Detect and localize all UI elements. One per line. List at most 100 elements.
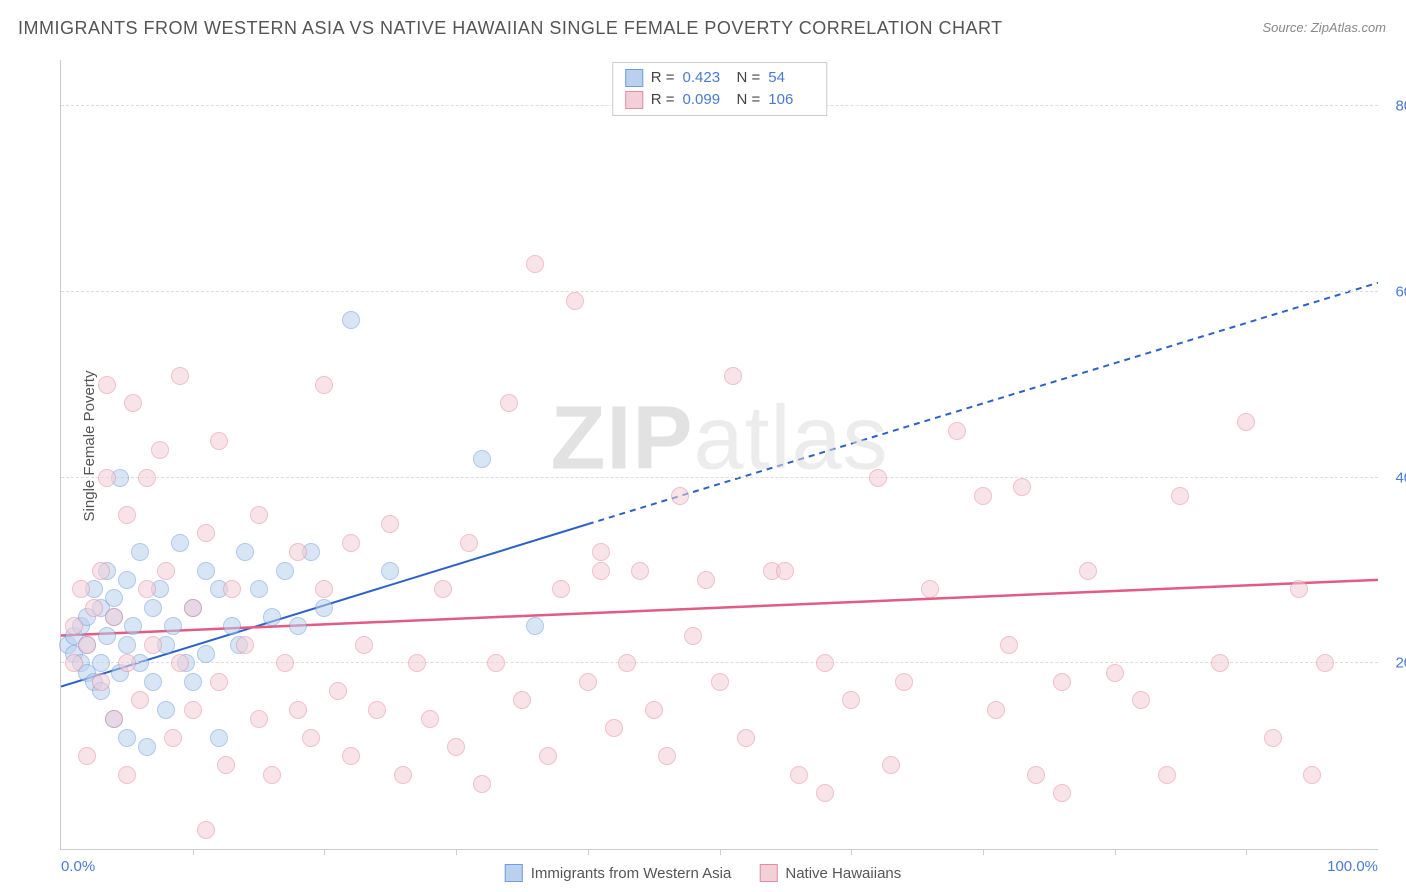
series-b-point bbox=[1053, 673, 1071, 691]
series-b-point bbox=[315, 580, 333, 598]
chart-title: IMMIGRANTS FROM WESTERN ASIA VS NATIVE H… bbox=[18, 18, 1003, 39]
x-tick-mark bbox=[983, 849, 984, 855]
series-b-point bbox=[1158, 766, 1176, 784]
series-b-point bbox=[645, 701, 663, 719]
series-b-point bbox=[78, 636, 96, 654]
series-b-point bbox=[197, 524, 215, 542]
series-b-point bbox=[85, 599, 103, 617]
series-a-point bbox=[210, 729, 228, 747]
series-a-point bbox=[118, 571, 136, 589]
swatch-series-a bbox=[625, 69, 643, 87]
series-b-point bbox=[552, 580, 570, 598]
series-b-point bbox=[78, 747, 96, 765]
series-b-point bbox=[289, 543, 307, 561]
series-b-point bbox=[342, 747, 360, 765]
x-tick-mark bbox=[324, 849, 325, 855]
series-b-point bbox=[1171, 487, 1189, 505]
series-a-point bbox=[138, 738, 156, 756]
series-a-point bbox=[197, 562, 215, 580]
series-a-point bbox=[105, 589, 123, 607]
chart-plot-area: ZIPatlas R = 0.423 N = 54 R = 0.099 N = … bbox=[60, 60, 1378, 850]
series-b-point bbox=[1027, 766, 1045, 784]
series-a-point bbox=[118, 729, 136, 747]
r-value-a: 0.423 bbox=[683, 67, 729, 89]
n-value-a: 54 bbox=[768, 67, 814, 89]
series-b-point bbox=[421, 710, 439, 728]
series-a-point bbox=[164, 617, 182, 635]
series-b-point bbox=[250, 710, 268, 728]
series-b-point bbox=[302, 729, 320, 747]
series-b-point bbox=[842, 691, 860, 709]
stats-row-a: R = 0.423 N = 54 bbox=[625, 67, 815, 89]
series-b-point bbox=[157, 562, 175, 580]
series-b-point bbox=[65, 654, 83, 672]
series-b-point bbox=[526, 255, 544, 273]
series-b-point bbox=[816, 654, 834, 672]
series-b-point bbox=[658, 747, 676, 765]
series-a-point bbox=[223, 617, 241, 635]
watermark-bold: ZIP bbox=[550, 388, 693, 488]
series-b-point bbox=[408, 654, 426, 672]
series-b-point bbox=[473, 775, 491, 793]
series-b-point bbox=[144, 636, 162, 654]
gridline-h bbox=[61, 477, 1378, 478]
series-b-point bbox=[1303, 766, 1321, 784]
series-a-point bbox=[197, 645, 215, 663]
x-tick-mark bbox=[1246, 849, 1247, 855]
series-b-point bbox=[987, 701, 1005, 719]
series-b-point bbox=[236, 636, 254, 654]
series-b-point bbox=[631, 562, 649, 580]
series-b-point bbox=[697, 571, 715, 589]
series-b-point bbox=[605, 719, 623, 737]
trend-lines bbox=[61, 60, 1378, 849]
series-a-point bbox=[144, 599, 162, 617]
series-b-point bbox=[948, 422, 966, 440]
x-tick-mark bbox=[193, 849, 194, 855]
series-b-point bbox=[72, 580, 90, 598]
series-b-point bbox=[65, 617, 83, 635]
stats-row-b: R = 0.099 N = 106 bbox=[625, 89, 815, 111]
r-label: R = bbox=[651, 89, 675, 111]
series-b-point bbox=[131, 691, 149, 709]
series-b-point bbox=[92, 562, 110, 580]
series-b-point bbox=[1237, 413, 1255, 431]
series-a-point bbox=[98, 627, 116, 645]
x-tick-mark bbox=[1115, 849, 1116, 855]
gridline-h bbox=[61, 662, 1378, 663]
series-b-point bbox=[138, 469, 156, 487]
swatch-series-b bbox=[625, 91, 643, 109]
series-b-point bbox=[592, 562, 610, 580]
r-label: R = bbox=[651, 67, 675, 89]
series-b-point bbox=[684, 627, 702, 645]
series-a-point bbox=[473, 450, 491, 468]
watermark: ZIPatlas bbox=[550, 387, 888, 490]
series-b-point bbox=[1053, 784, 1071, 802]
series-b-point bbox=[921, 580, 939, 598]
series-a-point bbox=[118, 636, 136, 654]
series-a-point bbox=[315, 599, 333, 617]
series-b-point bbox=[500, 394, 518, 412]
series-b-point bbox=[381, 515, 399, 533]
series-b-point bbox=[98, 469, 116, 487]
series-b-point bbox=[118, 654, 136, 672]
series-a-point bbox=[131, 543, 149, 561]
series-b-point bbox=[1000, 636, 1018, 654]
swatch-series-b bbox=[759, 864, 777, 882]
series-b-point bbox=[210, 673, 228, 691]
series-b-point bbox=[711, 673, 729, 691]
series-b-point bbox=[138, 580, 156, 598]
series-b-point bbox=[539, 747, 557, 765]
series-b-point bbox=[566, 292, 584, 310]
series-b-point bbox=[513, 691, 531, 709]
series-b-point bbox=[447, 738, 465, 756]
stats-legend: R = 0.423 N = 54 R = 0.099 N = 106 bbox=[612, 62, 828, 116]
series-legend: Immigrants from Western Asia Native Hawa… bbox=[505, 864, 902, 882]
series-b-point bbox=[592, 543, 610, 561]
series-b-point bbox=[151, 441, 169, 459]
series-b-point bbox=[98, 376, 116, 394]
y-tick-label: 80.0% bbox=[1382, 98, 1406, 115]
series-b-point bbox=[124, 394, 142, 412]
series-a-point bbox=[92, 654, 110, 672]
series-b-point bbox=[250, 506, 268, 524]
series-b-point bbox=[1264, 729, 1282, 747]
